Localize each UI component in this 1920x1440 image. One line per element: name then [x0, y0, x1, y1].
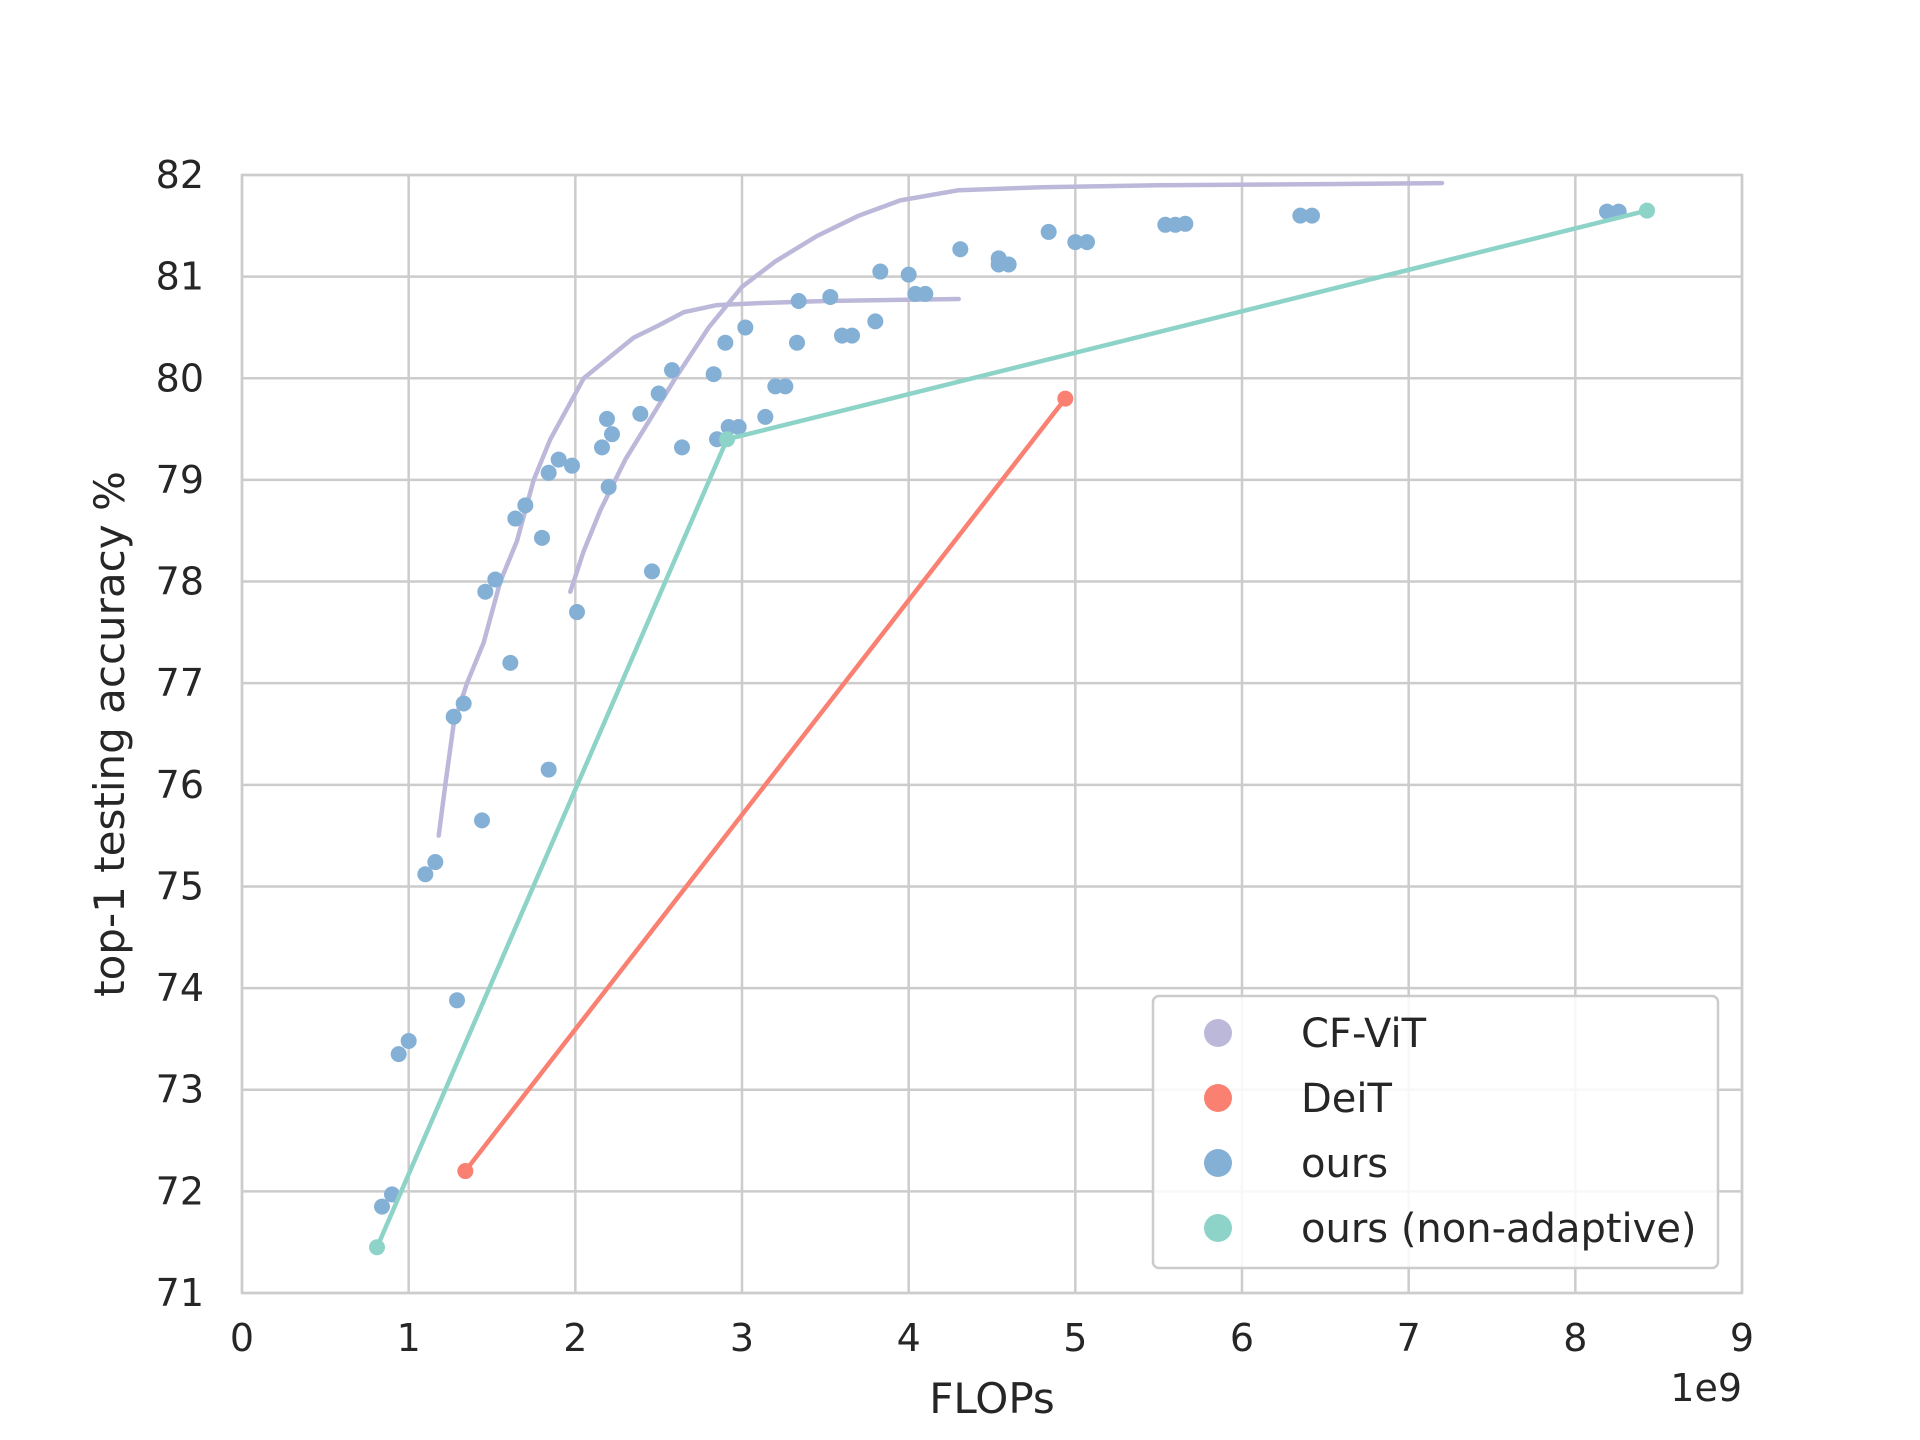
series-ours-point: [822, 288, 839, 305]
series-ours-point: [400, 1032, 417, 1049]
series-ours-point: [790, 293, 807, 310]
series-ours-point: [650, 385, 667, 402]
y-tick-label: 80: [156, 356, 204, 400]
series-ours-point: [737, 319, 754, 336]
y-tick-label: 79: [156, 458, 204, 502]
series-ours-point: [502, 654, 519, 671]
series-ours-point: [917, 285, 934, 302]
series-ours-point: [674, 439, 690, 456]
legend-marker-ours: [1204, 1149, 1232, 1177]
y-tick-label: 74: [156, 966, 204, 1010]
y-tick-label: 78: [156, 560, 204, 604]
y-tick-label: 81: [156, 255, 204, 299]
x-tick-label: 0: [230, 1316, 254, 1360]
x-axis-offset-label: 1e9: [1670, 1366, 1742, 1410]
series-ours-point: [1177, 215, 1194, 232]
y-tick-label: 73: [156, 1068, 204, 1112]
x-tick-label: 6: [1230, 1316, 1254, 1360]
series-ours-point: [534, 529, 550, 546]
series-ours-point: [427, 854, 444, 871]
series-ours-point: [600, 479, 617, 496]
y-tick-label: 77: [156, 661, 204, 705]
y-tick-label: 71: [156, 1271, 204, 1315]
series-ours-point: [449, 992, 465, 1009]
x-tick-label: 1: [397, 1316, 421, 1360]
series-ours-point: [1599, 203, 1615, 220]
series-ours-point: [900, 266, 917, 283]
plot-frame: [240, 173, 1744, 1295]
series-ours-point: [569, 604, 585, 621]
series-ours-point: [487, 571, 504, 588]
series-ours-point: [952, 241, 969, 258]
series-ours-point: [445, 708, 462, 725]
series-ours-point: [1067, 234, 1084, 251]
series-ours-point: [777, 378, 794, 395]
series-ours-point: [474, 812, 490, 829]
series-ours-non-adaptive-point: [369, 1239, 385, 1256]
series-ours-point: [664, 362, 680, 379]
series-ours-point: [540, 464, 557, 481]
series-ours-point: [599, 410, 615, 427]
series-ours-point: [705, 366, 722, 383]
series-ours-point: [417, 866, 434, 883]
series-ours-point: [789, 334, 805, 351]
series-ours-point: [507, 510, 524, 527]
legend-label-cf-vit: CF-ViT: [1301, 1011, 1427, 1057]
series-ours-point: [1000, 256, 1017, 273]
series-ours-point: [455, 695, 472, 712]
series-ours-point: [844, 327, 860, 344]
x-tick-label: 5: [1063, 1316, 1087, 1360]
series-ours-point: [1292, 207, 1309, 224]
legend: CF-ViT DeiT ours ours (non-adaptive): [1151, 994, 1720, 1270]
legend-marker-deit: [1204, 1084, 1232, 1112]
series-layer: [369, 180, 1655, 1256]
series-deit-point: [457, 1163, 474, 1180]
series-ours-non-adaptive-point: [719, 431, 735, 448]
y-tick-label: 72: [156, 1169, 204, 1213]
x-tick-label: 2: [563, 1316, 587, 1360]
y-axis-label: top-1 testing accuracy %: [85, 471, 134, 997]
x-tick-label: 3: [730, 1316, 754, 1360]
series-ours-point: [644, 563, 660, 580]
series-ours-point: [717, 334, 734, 351]
series-cf-vit-line: [568, 180, 1445, 594]
series-ours-point: [872, 263, 889, 280]
y-tick-label: 76: [156, 763, 204, 807]
x-axis-label: FLOPs: [929, 1374, 1055, 1423]
series-ours-point: [564, 457, 580, 474]
legend-label-ours: ours: [1301, 1141, 1388, 1187]
series-ours-point: [730, 419, 747, 436]
series-ours-point: [477, 583, 494, 600]
x-tick-label: 9: [1730, 1316, 1754, 1360]
series-ours-point: [757, 408, 774, 425]
series-deit-line: [463, 396, 1068, 1174]
series-ours-point: [632, 405, 649, 422]
series-ours-point: [374, 1198, 390, 1215]
series-ours-point: [594, 439, 610, 456]
y-tick-label: 82: [156, 153, 204, 197]
series-ours-point: [540, 761, 557, 778]
legend-label-deit: DeiT: [1301, 1076, 1393, 1122]
series-ours-point: [517, 497, 534, 514]
series-ours-non-adaptive-point: [1639, 202, 1655, 219]
series-ours-point: [1079, 234, 1095, 251]
series-ours-point: [604, 426, 620, 443]
series-ours-point: [550, 451, 567, 468]
y-tick-label: 75: [156, 864, 204, 908]
legend-marker-ours-non-adaptive: [1204, 1214, 1232, 1242]
series-ours-point: [1040, 223, 1057, 240]
series-cf-vit-line: [436, 296, 961, 838]
series-ours-point: [1304, 207, 1320, 224]
series-deit-point: [1057, 390, 1074, 407]
x-tick-label: 8: [1563, 1316, 1587, 1360]
series-ours-point: [867, 313, 884, 330]
x-tick-label: 4: [897, 1316, 921, 1360]
legend-label-ours-non-adaptive: ours (non-adaptive): [1301, 1206, 1697, 1252]
legend-marker-cf-vit: [1204, 1019, 1232, 1047]
series-ours-point: [390, 1046, 407, 1063]
x-tick-label: 7: [1397, 1316, 1421, 1360]
legend-box: [1151, 994, 1720, 1270]
